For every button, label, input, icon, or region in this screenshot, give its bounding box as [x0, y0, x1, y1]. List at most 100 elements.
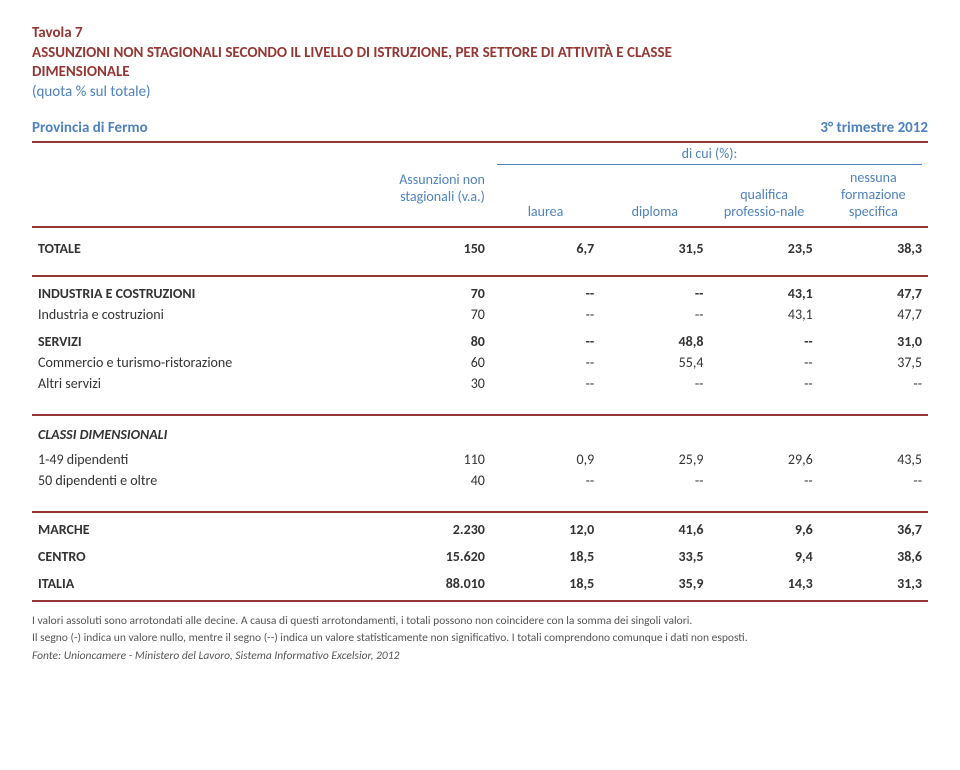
table-row: Commercio e turismo-ristorazione 60 -- 5…	[32, 352, 928, 373]
cell: 36,7	[819, 512, 928, 540]
cell: --	[491, 276, 600, 304]
data-table: di cui (%): Assunzioni non stagionali (v…	[32, 141, 928, 602]
row-label: ITALIA	[32, 567, 382, 594]
table-row: ITALIA 88.010 18,5 35,9 14,3 31,3	[32, 567, 928, 594]
cell: 38,3	[819, 227, 928, 269]
spacer	[32, 491, 928, 505]
row-label: 1-49 dipendenti	[32, 449, 382, 470]
cell: 80	[382, 325, 491, 352]
footnote-2: Il segno (-) indica un valore nullo, men…	[32, 631, 928, 647]
period-label: 3° trimestre 2012	[820, 119, 928, 137]
cell: 15.620	[382, 540, 491, 567]
cell: 9,4	[709, 540, 818, 567]
cell: 6,7	[491, 227, 600, 269]
spacer	[32, 394, 928, 408]
table-row: 50 dipendenti e oltre 40 -- -- -- --	[32, 470, 928, 491]
cell: 35,9	[600, 567, 709, 594]
cell: 40	[382, 470, 491, 491]
cell: 31,5	[600, 227, 709, 269]
cell: 47,7	[819, 276, 928, 304]
cell: --	[819, 470, 928, 491]
cell: --	[709, 325, 818, 352]
cell: 47,7	[819, 304, 928, 325]
cell: 43,5	[819, 449, 928, 470]
table-row: SERVIZI 80 -- 48,8 -- 31,0	[32, 325, 928, 352]
cell: --	[600, 470, 709, 491]
table-row: Altri servizi 30 -- -- -- --	[32, 373, 928, 394]
cell: 37,5	[819, 352, 928, 373]
cell: --	[709, 373, 818, 394]
title-block: Tavola 7 ASSUNZIONI NON STAGIONALI SECON…	[32, 24, 928, 101]
divider	[32, 594, 928, 601]
source-line: Fonte: Unioncamere - Ministero del Lavor…	[32, 649, 928, 665]
table-header-row: Assunzioni non stagionali (v.a.) laurea …	[32, 167, 928, 227]
table-row: INDUSTRIA E COSTRUZIONI 70 -- -- 43,1 47…	[32, 276, 928, 304]
cell: 9,6	[709, 512, 818, 540]
table-title-line1: ASSUNZIONI NON STAGIONALI SECONDO IL LIV…	[32, 44, 928, 63]
row-label: CENTRO	[32, 540, 382, 567]
table-title-line2: DIMENSIONALE	[32, 63, 928, 82]
cell: 30	[382, 373, 491, 394]
col-group-label: di cui (%):	[682, 145, 738, 162]
divider	[32, 269, 928, 276]
cell: 60	[382, 352, 491, 373]
table-subtitle: (quota % sul totale)	[32, 83, 928, 101]
row-label: INDUSTRIA E COSTRUZIONI	[32, 276, 382, 304]
cell: --	[491, 352, 600, 373]
footnotes: I valori assoluti sono arrotondati alle …	[32, 614, 928, 665]
row-label: MARCHE	[32, 512, 382, 540]
cell: 70	[382, 276, 491, 304]
divider	[32, 408, 928, 415]
cell: 70	[382, 304, 491, 325]
cell: 31,0	[819, 325, 928, 352]
cell: 0,9	[491, 449, 600, 470]
row-label: SERVIZI	[32, 325, 382, 352]
table-row: 1-49 dipendenti 110 0,9 25,9 29,6 43,5	[32, 449, 928, 470]
cell: --	[819, 373, 928, 394]
row-label: 50 dipendenti e oltre	[32, 470, 382, 491]
cell: --	[600, 304, 709, 325]
cell: --	[491, 373, 600, 394]
cell: 12,0	[491, 512, 600, 540]
row-label: Commercio e turismo-ristorazione	[32, 352, 382, 373]
cell: --	[600, 373, 709, 394]
cell: 43,1	[709, 304, 818, 325]
cell: 55,4	[600, 352, 709, 373]
cell: 88.010	[382, 567, 491, 594]
cell: 23,5	[709, 227, 818, 269]
row-label: Industria e costruzioni	[32, 304, 382, 325]
table-row: CLASSI DIMENSIONALI	[32, 415, 928, 449]
table-row: TOTALE 150 6,7 31,5 23,5 38,3	[32, 227, 928, 269]
cell: --	[491, 325, 600, 352]
col-header-laurea: laurea	[491, 167, 600, 227]
cell: --	[709, 352, 818, 373]
cell: --	[709, 470, 818, 491]
cell: 41,6	[600, 512, 709, 540]
col-header-diploma: diploma	[600, 167, 709, 227]
cell: 33,5	[600, 540, 709, 567]
cell: --	[600, 276, 709, 304]
cell: 25,9	[600, 449, 709, 470]
col-header-nessuna: nessuna formazione specifica	[819, 167, 928, 227]
table-header-group-row: di cui (%):	[32, 142, 928, 167]
cell: 43,1	[709, 276, 818, 304]
section-heading: CLASSI DIMENSIONALI	[32, 415, 928, 449]
cell: 29,6	[709, 449, 818, 470]
table-row: CENTRO 15.620 18,5 33,5 9,4 38,6	[32, 540, 928, 567]
cell: 18,5	[491, 540, 600, 567]
cell: 48,8	[600, 325, 709, 352]
cell: --	[491, 470, 600, 491]
cell: 14,3	[709, 567, 818, 594]
cell: 110	[382, 449, 491, 470]
province-period-row: Provincia di Fermo 3° trimestre 2012	[32, 119, 928, 137]
table-number: Tavola 7	[32, 24, 928, 42]
table-row: MARCHE 2.230 12,0 41,6 9,6 36,7	[32, 512, 928, 540]
footnote-1: I valori assoluti sono arrotondati alle …	[32, 614, 928, 630]
cell: 31,3	[819, 567, 928, 594]
province-label: Provincia di Fermo	[32, 119, 148, 137]
row-label: TOTALE	[32, 227, 382, 269]
cell: 150	[382, 227, 491, 269]
cell: 2.230	[382, 512, 491, 540]
divider	[32, 505, 928, 512]
cell: 18,5	[491, 567, 600, 594]
